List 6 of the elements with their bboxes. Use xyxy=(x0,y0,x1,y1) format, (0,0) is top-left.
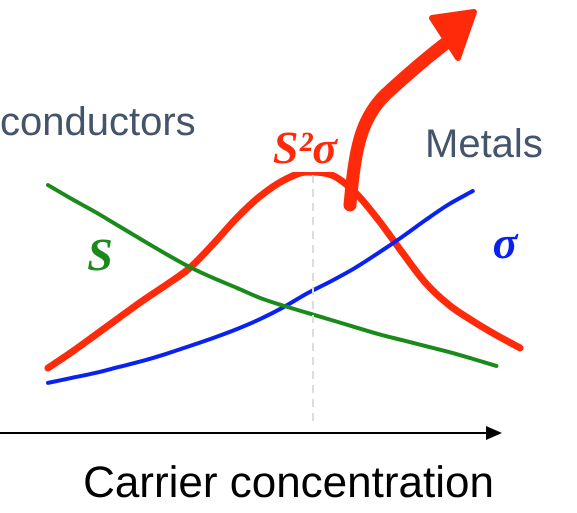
x-axis-title: Carrier concentration xyxy=(82,458,495,508)
text: conductors xyxy=(0,100,196,145)
series-label: S²σ xyxy=(272,122,338,173)
text: Metals xyxy=(425,122,543,167)
series-label: S xyxy=(87,229,113,280)
series-label: σ xyxy=(492,217,519,268)
